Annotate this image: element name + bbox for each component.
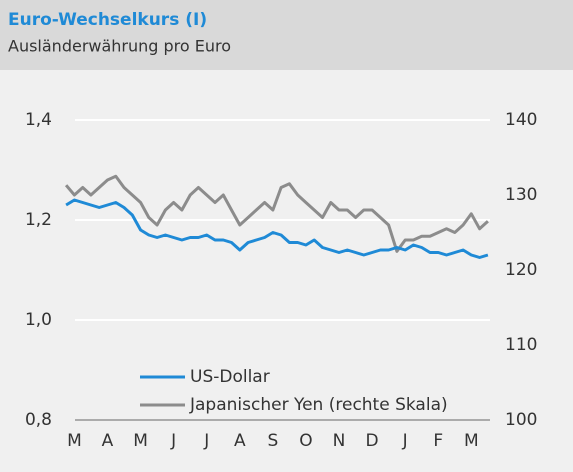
legend-label: US-Dollar <box>190 367 270 387</box>
chart-subtitle: Ausländerwährung pro Euro <box>8 37 231 56</box>
x-tick-label: M <box>464 431 479 451</box>
y-tick-label: 1,4 <box>25 110 52 130</box>
y2-tick-label: 140 <box>505 110 537 130</box>
x-tick-label: A <box>234 431 246 451</box>
x-tick-label: O <box>299 431 312 451</box>
series-line <box>64 174 489 253</box>
x-tick-label: M <box>133 431 148 451</box>
x-tick-label: D <box>366 431 379 451</box>
y2-tick-label: 100 <box>505 410 537 430</box>
chart-title: Euro-Wechselkurs (I) <box>8 10 207 30</box>
y-tick-label: 1,2 <box>25 210 52 230</box>
y-tick-label: 1,0 <box>25 310 52 330</box>
legend-label: Japanischer Yen (rechte Skala) <box>189 395 448 415</box>
x-tick-label: N <box>333 431 346 451</box>
x-tick-label: M <box>67 431 82 451</box>
x-tick-label: J <box>203 431 209 451</box>
y-tick-label: 0,8 <box>25 410 52 430</box>
x-tick-label: J <box>402 431 408 451</box>
y2-tick-label: 110 <box>505 335 537 355</box>
header <box>0 0 573 70</box>
x-tick-label: F <box>433 431 443 451</box>
y2-tick-label: 120 <box>505 260 537 280</box>
x-tick-label: A <box>102 431 114 451</box>
series-line <box>65 198 489 259</box>
x-tick-label: S <box>267 431 278 451</box>
x-tick-label: J <box>170 431 176 451</box>
y2-tick-label: 130 <box>505 185 537 205</box>
